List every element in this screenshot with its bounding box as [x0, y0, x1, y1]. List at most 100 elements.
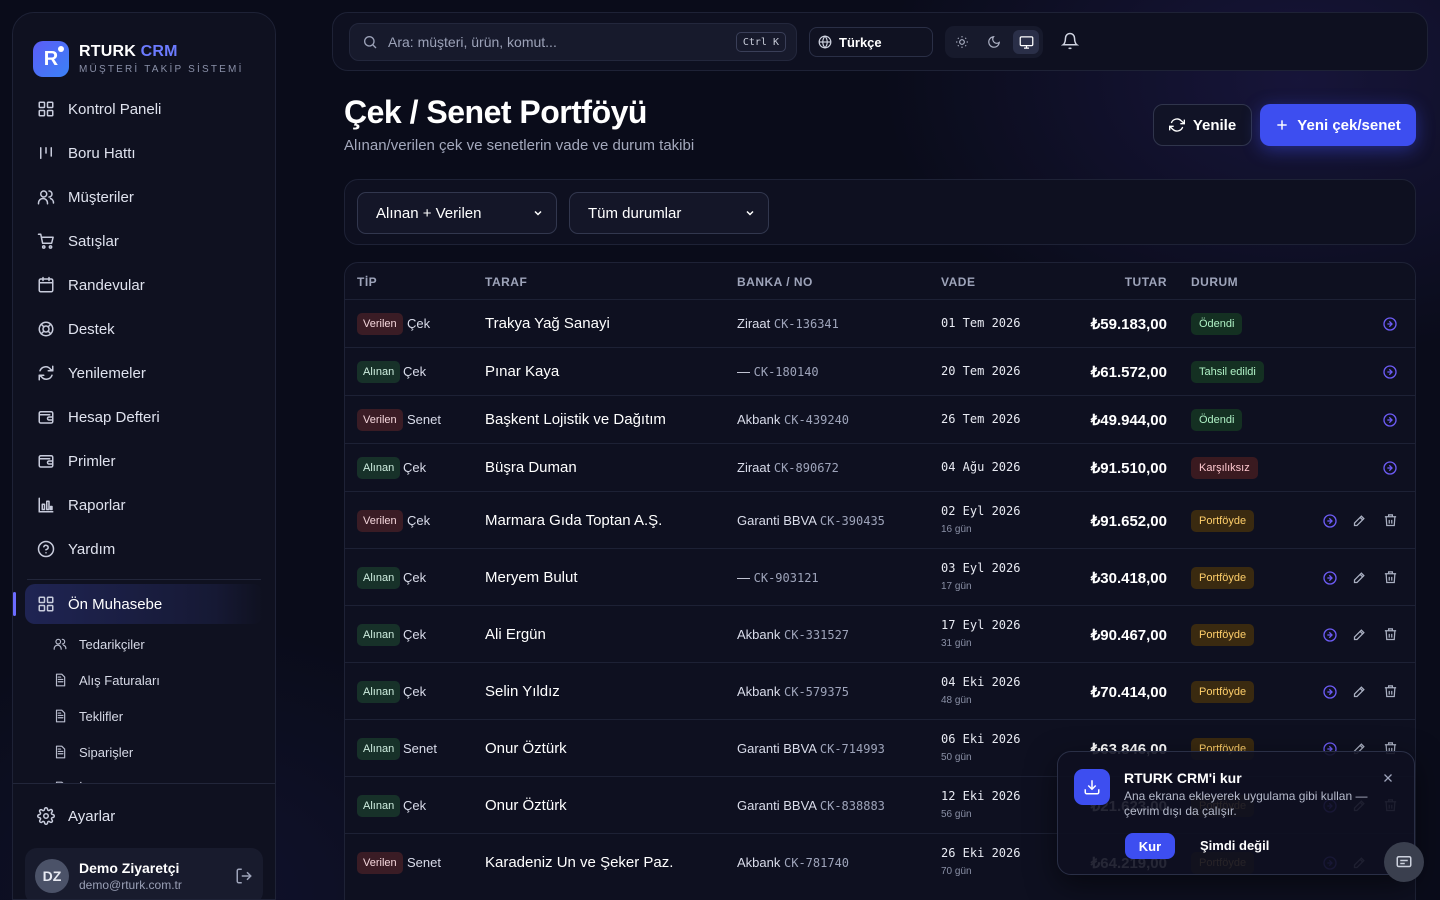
status-badge: Portföyde [1191, 509, 1255, 532]
table-row[interactable]: Verilen Çek Trakya Yağ Sanayi Ziraat CK-136… [345, 299, 1415, 347]
table-row[interactable]: Alınan Çek Selin Yıldız Akbank CK-579375 04 … [345, 662, 1415, 719]
sidebar-subitem-label: Siparişler [79, 744, 134, 760]
notifications-button[interactable] [1061, 32, 1079, 50]
user-card[interactable]: DZ Demo Ziyaretçi demo@rturk.com.tr [25, 848, 263, 899]
sidebar-item-primler[interactable]: Primler [13, 439, 275, 483]
sidebar-item-yenilemeler[interactable]: Yenilemeler [13, 351, 275, 395]
bank-name: — [737, 569, 750, 585]
move-arrow-icon[interactable] [1322, 513, 1338, 529]
status-badge: Portföyde [1191, 680, 1255, 703]
sidebar-item-raporlar[interactable]: Raporlar [13, 483, 275, 527]
status-badge: Portföyde [1191, 623, 1255, 646]
sidebar-item-randevular[interactable]: Randevular [13, 263, 275, 307]
move-arrow-icon[interactable] [1382, 364, 1398, 380]
move-arrow-icon[interactable] [1382, 316, 1398, 332]
edit-icon[interactable] [1352, 684, 1367, 699]
sidebar-item-musteriler[interactable]: Müşteriler [13, 175, 275, 219]
search-input[interactable]: Ara: müşteri, ürün, komut... Ctrl K [349, 23, 797, 61]
users-icon [53, 638, 67, 650]
globe-icon [818, 35, 832, 49]
bank-name: Ziraat [737, 316, 771, 331]
users-icon [37, 190, 55, 205]
new-check-button[interactable]: Yeni çek/senet [1260, 104, 1416, 146]
sidebar-item-on-muhasebe[interactable]: Ön Muhasebe [13, 584, 263, 624]
column-header-type[interactable]: TİP [357, 275, 378, 289]
chat-fab-button[interactable] [1384, 842, 1424, 882]
check-number: CK-838883 [819, 798, 885, 813]
column-header-due[interactable]: VADE [941, 275, 976, 289]
refresh-button[interactable]: Yenile [1153, 104, 1252, 146]
sidebar-subitem-alis-faturalari[interactable]: Alış Faturaları [13, 662, 275, 698]
trash-icon[interactable] [1383, 627, 1398, 642]
direction-select[interactable]: Alınan + Verilen [357, 192, 557, 234]
bank-info: Ziraat CK-136341 [737, 316, 839, 331]
table-row[interactable]: Alınan Senet Onur Öztürk Garanti BBVA CK-71… [345, 719, 1415, 776]
sidebar-item-label: Hesap Defteri [68, 408, 160, 426]
move-arrow-icon[interactable] [1322, 684, 1338, 700]
sidebar-item-label: Destek [68, 320, 115, 338]
theme-system-button[interactable] [1013, 30, 1039, 54]
bank-info: — CK-180140 [737, 364, 819, 379]
sidebar-item-yardim[interactable]: Yardım [13, 527, 275, 571]
edit-icon[interactable] [1352, 627, 1367, 642]
user-name: Demo Ziyaretçi [79, 860, 180, 876]
dismiss-button[interactable]: Şimdi değil [1200, 838, 1270, 853]
trash-icon[interactable] [1383, 513, 1398, 528]
checks-table: TİP TARAF BANKA / NO VADE TUTAR DURUM Ve… [344, 262, 1416, 900]
bank-info: Akbank CK-579375 [737, 684, 849, 699]
sidebar-item-satislar[interactable]: Satışlar [13, 219, 275, 263]
edit-icon[interactable] [1352, 513, 1367, 528]
sidebar-item-label: Müşteriler [68, 188, 134, 206]
sidebar-subitem-siparisler[interactable]: Siparişler [13, 734, 275, 770]
logout-icon[interactable] [235, 867, 253, 885]
theme-dark-button[interactable] [981, 30, 1007, 54]
table-row[interactable]: Alınan Çek Büşra Duman Ziraat CK-890672 04 A… [345, 443, 1415, 491]
table-row[interactable]: Alınan Çek Pınar Kaya — CK-180140 20 Tem 202… [345, 347, 1415, 395]
theme-light-button[interactable] [949, 30, 975, 54]
party-name: Başkent Lojistik ve Dağıtım [485, 411, 666, 428]
edit-icon[interactable] [1352, 570, 1367, 585]
page-subtitle: Alınan/verilen çek ve senetlerin vade ve… [344, 137, 695, 154]
move-arrow-icon[interactable] [1382, 412, 1398, 428]
move-arrow-icon[interactable] [1322, 627, 1338, 643]
sidebar-item-boru-hatti[interactable]: Boru Hattı [13, 131, 275, 175]
table-row[interactable]: Alınan Çek Ali Ergün Akbank CK-331527 17 Eyl… [345, 605, 1415, 662]
table-row[interactable]: Verilen Senet Başkent Lojistik ve Dağıtım A… [345, 395, 1415, 443]
sidebar-subitem-teklifler[interactable]: Teklifler [13, 698, 275, 734]
close-icon[interactable] [1382, 772, 1394, 784]
column-header-amount[interactable]: TUTAR [1124, 275, 1167, 289]
direction-badge: Alınan [357, 457, 401, 479]
move-arrow-icon[interactable] [1382, 460, 1398, 476]
column-header-status[interactable]: DURUM [1191, 275, 1239, 289]
status-select[interactable]: Tüm durumlar [569, 192, 769, 234]
language-select[interactable]: Türkçe [809, 27, 933, 57]
install-button[interactable]: Kur [1125, 833, 1175, 859]
sidebar-item-destek[interactable]: Destek [13, 307, 275, 351]
brand[interactable]: R RTURK CRM MÜŞTERİ TAKİP SİSTEMİ [13, 13, 275, 85]
status-badge: Portföyde [1191, 566, 1255, 589]
direction-badge: Verilen [357, 509, 403, 532]
trash-icon[interactable] [1383, 570, 1398, 585]
column-header-party[interactable]: TARAF [485, 275, 528, 289]
toast-title: RTURK CRM'i kur [1124, 770, 1242, 786]
trash-icon[interactable] [1383, 684, 1398, 699]
status-badge: Tahsil edildi [1191, 361, 1264, 383]
table-row[interactable]: Verilen Çek Marmara Gıda Toptan A.Ş. Garant… [345, 491, 1415, 548]
sidebar-item-settings[interactable]: Ayarlar [13, 784, 275, 848]
topbar: Ara: müşteri, ürün, komut... Ctrl K Türk… [332, 12, 1428, 71]
sidebar-subitem-label: Teklifler [79, 708, 124, 724]
cart-icon [37, 233, 54, 249]
gear-icon [37, 807, 55, 825]
column-header-bank[interactable]: BANKA / NO [737, 275, 813, 289]
wallet-icon [38, 455, 54, 468]
sidebar-subitem-tedarikciler[interactable]: Tedarikçiler [13, 626, 275, 662]
sidebar-item-hesap-defteri[interactable]: Hesap Defteri [13, 395, 275, 439]
bank-name: Akbank [737, 412, 781, 427]
dashboard-icon [38, 101, 54, 117]
theme-switcher [945, 26, 1043, 58]
table-row[interactable]: Alınan Çek Meryem Bulut — CK-903121 03 Eyl 2… [345, 548, 1415, 605]
move-arrow-icon[interactable] [1322, 570, 1338, 586]
sidebar-item-kontrol-paneli[interactable]: Kontrol Paneli [13, 87, 275, 131]
check-number: CK-439240 [784, 413, 850, 427]
sidebar-item-label: Yardım [68, 540, 116, 558]
